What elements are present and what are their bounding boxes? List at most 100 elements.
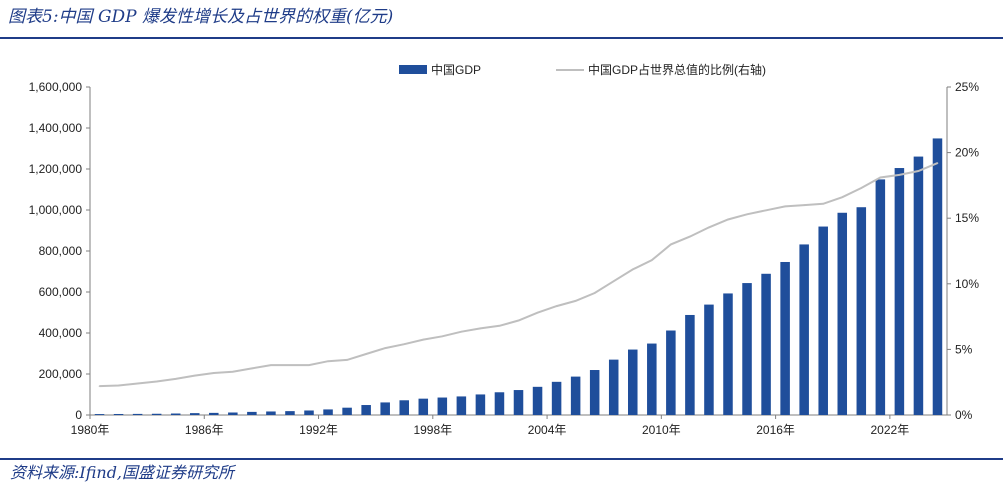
share-point [784, 205, 786, 208]
right-tick-label: 5% [955, 342, 973, 356]
share-point [308, 364, 310, 366]
share-point [422, 338, 425, 341]
gdp-bar [247, 411, 257, 415]
gdp-bar [932, 138, 943, 415]
left-tick-label: 600,000 [39, 285, 83, 299]
legend-bar-label: 中国GDP [431, 62, 481, 77]
gdp-bar [799, 244, 809, 415]
share-point [860, 187, 863, 189]
left-tick-label: 200,000 [39, 367, 83, 381]
share-point [365, 353, 367, 355]
legend: 中国GDP 中国GDP占世界总值的比例(右轴) [399, 62, 766, 77]
share-point [765, 209, 767, 212]
gdp-bar [228, 412, 238, 415]
share-point [403, 343, 406, 345]
gdp-bar [875, 179, 886, 415]
gdp-bar [475, 394, 486, 415]
share-point [746, 213, 748, 216]
gdp-bar [589, 370, 600, 415]
gdp-bar [513, 390, 524, 415]
gdp-bar [742, 283, 752, 415]
share-point [289, 364, 291, 366]
share-point [460, 330, 463, 333]
right-axis-ticks: 0% 5% 10% 15% 20% 25% [947, 80, 979, 422]
x-tick-label: 2004年 [528, 423, 567, 437]
gdp-bar [189, 413, 200, 415]
share-point [98, 385, 101, 387]
legend-line-label: 中国GDP占世界总值的比例(右轴) [588, 62, 766, 77]
share-point [155, 380, 158, 383]
gdp-bar [113, 413, 124, 415]
gdp-bar [685, 314, 695, 415]
gdp-bar [647, 343, 657, 415]
gdp-bar [456, 396, 467, 415]
gdp-bar [151, 413, 162, 415]
left-tick-label: 1,400,000 [29, 121, 83, 135]
share-point [498, 324, 501, 327]
share-point [651, 259, 653, 261]
share-point [251, 367, 253, 370]
gdp-bar [361, 405, 371, 415]
right-tick-label: 0% [955, 408, 973, 422]
share-point [803, 204, 805, 206]
share-point [917, 170, 920, 172]
right-tick-label: 15% [955, 211, 979, 225]
gdp-bar [323, 409, 333, 415]
gdp-bar [837, 212, 848, 415]
gdp-bar [856, 207, 867, 415]
gdp-bar [666, 330, 676, 415]
share-point [517, 319, 520, 322]
share-series-line [99, 162, 938, 388]
x-tick-label: 1980年 [71, 423, 110, 437]
share-point [593, 292, 596, 294]
left-tick-label: 1,200,000 [29, 162, 83, 176]
right-tick-label: 20% [955, 146, 979, 160]
gdp-bar [418, 398, 429, 415]
x-tick-label: 2016年 [756, 423, 795, 437]
legend-bar-swatch [399, 65, 427, 74]
gdp-bar [209, 412, 219, 415]
gdp-bar [304, 410, 314, 415]
x-axis-ticks: 1980年 1986年 1992年 1998年 2004年 2010年 2016年 2022年 [71, 415, 910, 437]
share-line [98, 162, 939, 388]
x-tick-label: 2022年 [871, 423, 910, 437]
share-point [708, 226, 710, 229]
left-tick-label: 800,000 [39, 244, 83, 258]
share-point [270, 364, 272, 366]
x-tick-label: 2010年 [642, 423, 681, 437]
gdp-bar [608, 359, 619, 415]
share-point [232, 370, 234, 373]
share-point [327, 360, 329, 363]
gdp-bar [704, 304, 714, 415]
gdp-bar [437, 397, 448, 415]
share-point [384, 347, 386, 349]
right-tick-label: 25% [955, 80, 979, 94]
share-point [822, 202, 825, 205]
left-tick-label: 1,600,000 [29, 80, 83, 94]
x-tick-label: 1998年 [413, 423, 452, 437]
left-axis-ticks: 0 200,000 400,000 600,000 800,000 1,000,000 1,… [29, 80, 90, 422]
gdp-bar [342, 407, 352, 415]
gdp-bar [570, 376, 581, 415]
share-point [346, 359, 348, 361]
gdp-bar [132, 413, 143, 415]
share-point [212, 372, 215, 374]
share-point [136, 382, 139, 385]
source-divider [0, 458, 1003, 460]
gdp-bars [94, 138, 943, 415]
x-tick-label: 1986年 [185, 423, 224, 437]
share-point [841, 196, 844, 199]
gdp-bar [723, 293, 733, 415]
share-point [879, 176, 882, 179]
share-point [536, 311, 539, 314]
share-point [441, 335, 444, 338]
share-point [193, 374, 196, 377]
gdp-bar [532, 386, 543, 415]
share-point [631, 268, 634, 271]
share-point [574, 300, 577, 302]
gdp-bar [285, 411, 295, 415]
left-tick-label: 400,000 [39, 326, 83, 340]
share-point [117, 384, 120, 387]
source-note: 资料来源:Ifind,国盛证券研究所 [10, 463, 235, 482]
chart: 中国GDP 中国GDP占世界总值的比例(右轴) 0 200,000 400,000 6… [29, 62, 980, 437]
